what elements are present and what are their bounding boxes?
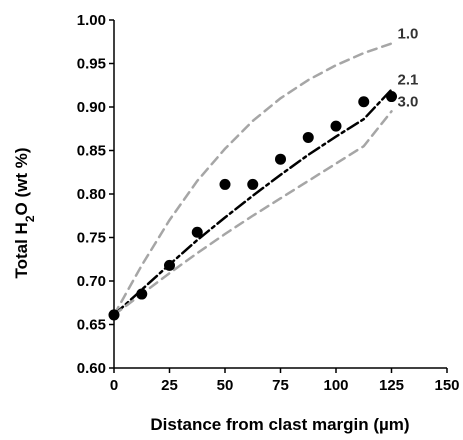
data-point — [247, 178, 259, 190]
x-axis-title: Distance from clast margin (µm) — [150, 415, 409, 434]
y-tick-label: 0.60 — [77, 360, 106, 377]
curve-label-3-0: 3.0 — [398, 93, 419, 110]
curve-label-1-0: 1.0 — [398, 25, 419, 42]
data-point — [275, 153, 286, 165]
model-curves — [112, 42, 393, 317]
axes — [109, 19, 448, 373]
y-tick-label: 0.90 — [77, 99, 106, 116]
y-axis-title-pre: Total H — [12, 222, 31, 278]
y-tick-label: 0.85 — [77, 143, 106, 160]
data-point — [164, 259, 175, 271]
curve-2-1 — [112, 88, 393, 317]
tick-labels: 0.60 0.65 0.70 0.75 0.80 0.85 0.90 0.95 1.00 0 25 5… — [77, 12, 460, 394]
measured-points — [108, 91, 397, 321]
data-point — [191, 226, 203, 238]
x-tick-label: 125 — [379, 377, 404, 394]
data-point — [219, 178, 231, 190]
y-axis-title-post: O (wt %) — [12, 147, 31, 215]
y-tick-label: 0.75 — [77, 230, 106, 247]
x-tick-label: 75 — [272, 377, 289, 394]
data-point — [330, 120, 342, 132]
x-tick-label: 150 — [434, 377, 459, 394]
y-tick-label: 1.00 — [77, 12, 106, 29]
y-tick-label: 0.80 — [77, 186, 106, 203]
y-axis-title-sub: 2 — [23, 215, 37, 222]
curve-label-2-1: 2.1 — [398, 72, 419, 89]
data-point — [108, 309, 120, 321]
x-tick-label: 50 — [217, 377, 234, 394]
x-tick-label: 25 — [161, 377, 178, 394]
curve-1-0 — [112, 42, 393, 317]
y-tick-label: 0.70 — [77, 273, 106, 290]
data-point — [302, 131, 314, 143]
data-point — [358, 96, 370, 108]
x-tick-label: 0 — [110, 377, 118, 394]
data-point — [386, 91, 397, 103]
curve-3-0 — [112, 110, 393, 317]
y-tick-label: 0.65 — [77, 317, 106, 334]
y-tick-label: 0.95 — [77, 56, 106, 73]
data-point — [136, 288, 148, 300]
x-tick-label: 100 — [323, 377, 348, 394]
y-axis-title: Total H2O (wt %) — [12, 147, 37, 278]
